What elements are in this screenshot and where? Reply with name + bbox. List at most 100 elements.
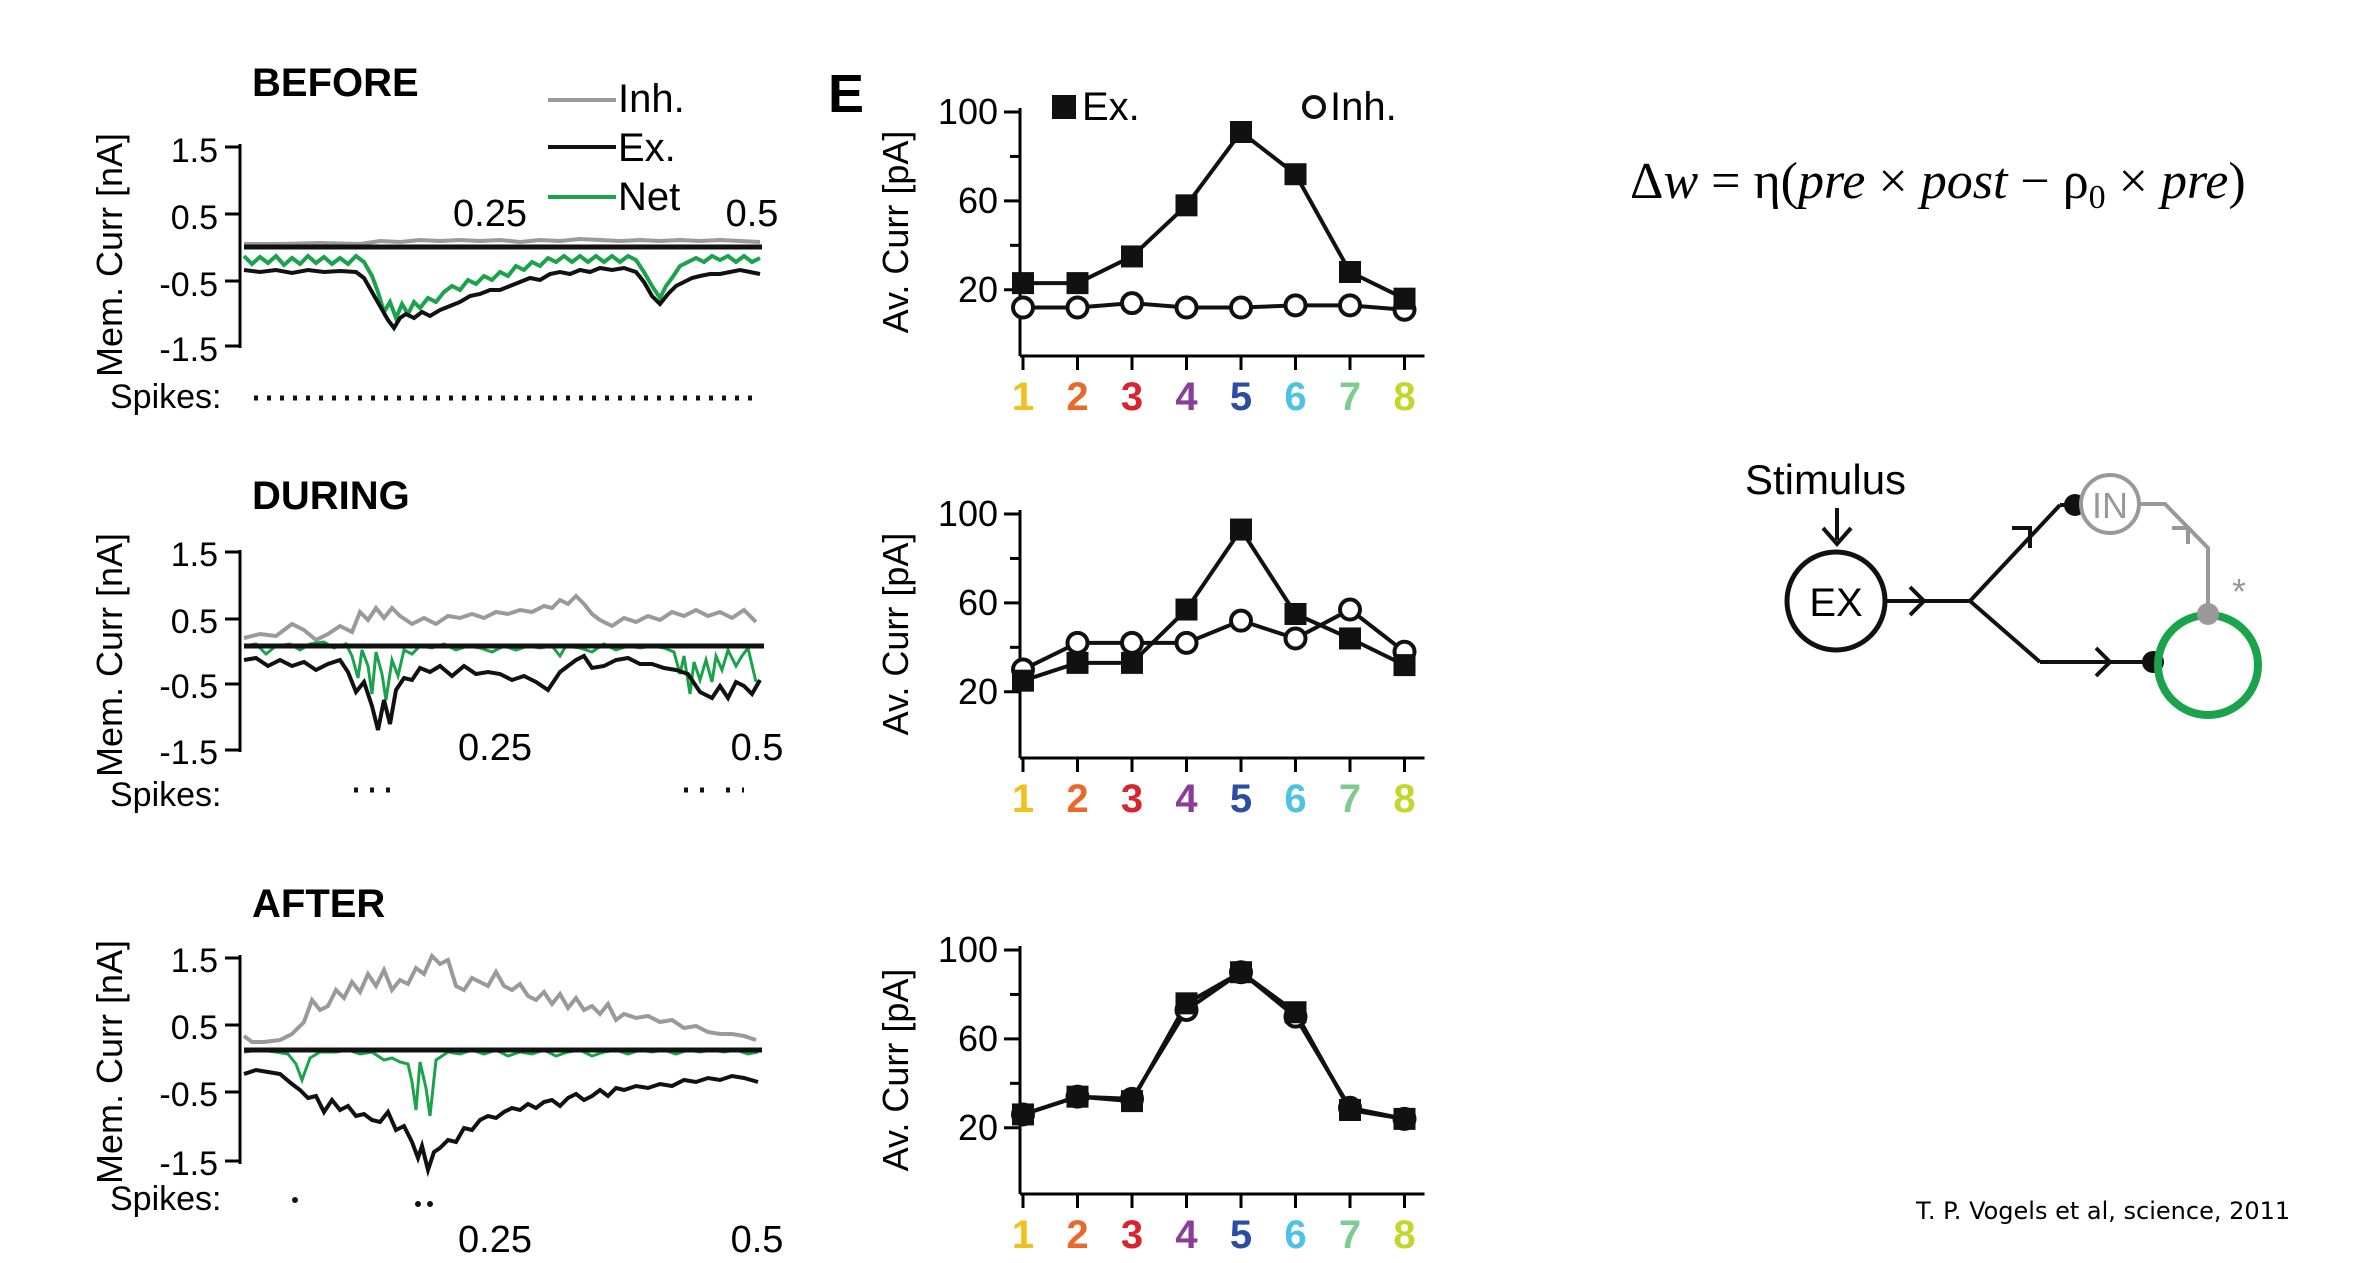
legend-ex-label: Ex.: [1082, 85, 1140, 129]
inh-data-point: [1174, 295, 1199, 320]
avg-y-label: Av. Curr [pA]: [875, 533, 916, 736]
legend-inh-label: Inh.: [1330, 85, 1397, 129]
in-axon: [2140, 502, 2210, 612]
trace-y-tick-label: 0.5: [171, 603, 218, 641]
legend-net-label: Net: [618, 175, 680, 219]
spikes-label: Spikes:: [110, 378, 222, 416]
trace-ex-line: [243, 653, 762, 731]
trace-inh-line: [242, 952, 757, 1044]
avg-y-tick-label: 20: [958, 269, 998, 310]
trace-y-tick-label: 0.5: [171, 1009, 218, 1047]
trace-y-tick-label: -1.5: [159, 331, 218, 369]
inh-data-point: [1338, 597, 1362, 622]
in-neuron: [2079, 473, 2141, 535]
trace-x-tick-label: 0.5: [731, 1219, 784, 1261]
avg-x-tick-label: 1: [1012, 777, 1034, 821]
ex-data-point: [1066, 1085, 1089, 1108]
inh-data-point: [1011, 295, 1035, 320]
branch-to-net: [1968, 599, 2042, 664]
avg-y-tick-label: 60: [958, 582, 998, 623]
avg-x-tick-label: 6: [1284, 777, 1306, 821]
avg-y-tick-label: 100: [938, 91, 998, 132]
trace-y-tick-label: 1.5: [171, 132, 218, 170]
equation: Δw = η(pre × post − ρ0 × pre): [1630, 153, 2246, 216]
avg-x-tick-label: 4: [1175, 375, 1198, 419]
trace-inh-line: [243, 593, 758, 643]
trace-ylabel: Mem. Curr [nA]: [89, 133, 130, 377]
avg-y-tick-label: 20: [958, 671, 998, 712]
ex-data-point: [1393, 287, 1416, 310]
legend-ex-marker: [1052, 95, 1076, 119]
avg-current-chart: 100 60 20 Av. Curr [pA] 1 2 3 4 5 6 7 8: [875, 493, 1425, 821]
avg-y-tick-label: 100: [938, 493, 998, 534]
avg-x-tick-label: 7: [1339, 1213, 1361, 1257]
branch-to-net-arrow: [2094, 646, 2113, 678]
stimulus-label: Stimulus: [1745, 456, 1906, 503]
trace-ylabel: Mem. Curr [nA]: [89, 533, 130, 777]
post-neuron: [2154, 611, 2262, 719]
avg-x-tick-label: 2: [1066, 1213, 1088, 1257]
branch-to-in-arrow: [2012, 526, 2032, 548]
ex-data-point: [1066, 651, 1089, 674]
ex-data-point: [1121, 1090, 1143, 1113]
circuit-diagram: Stimulus EX IN *: [1745, 456, 2262, 719]
avg-current-chart: 100 60 20 Av. Curr [pA] 1 2 3 4 5 6 7 8: [875, 929, 1425, 1257]
legend-inh-marker: [1302, 95, 1326, 119]
ex-data-point: [1230, 961, 1252, 984]
inh-data-point: [1120, 630, 1144, 655]
ex-data-point: [1284, 1001, 1307, 1024]
avg-x-tick-label: 2: [1066, 375, 1088, 419]
inh-data-point: [1065, 295, 1090, 320]
trace-panel-title: BEFORE: [252, 61, 419, 105]
in-neuron-label: IN: [2092, 485, 2128, 526]
avg-y-label: Av. Curr [pA]: [875, 131, 916, 334]
inh-data-point: [1283, 626, 1308, 651]
ex-neuron-label: EX: [1809, 581, 1862, 625]
avg-x-tick-label: 5: [1230, 777, 1252, 821]
panel-letter: E: [828, 64, 864, 124]
ex-data-point: [1012, 1103, 1034, 1126]
avg-y-tick-label: 60: [958, 180, 998, 221]
legend-inh-label: Inh.: [618, 77, 685, 121]
plastic-synapse-star: *: [2232, 571, 2246, 612]
trace-x-tick-label: 0.5: [731, 727, 784, 769]
trace-panel-title: AFTER: [252, 882, 385, 926]
ex-data-point: [1284, 603, 1307, 625]
avg-x-tick-label: 6: [1284, 375, 1306, 419]
ex-data-point: [1121, 245, 1143, 268]
avg-x-tick-label: 3: [1121, 777, 1143, 821]
ex-data-point: [1012, 272, 1034, 295]
trace-x-tick-label: 0.25: [458, 727, 532, 769]
avg-x-tick-label: 3: [1121, 375, 1143, 419]
inh-data-point: [1283, 293, 1308, 318]
ex-data-point: [1012, 669, 1034, 692]
ex-data-point: [1393, 1107, 1416, 1130]
ex-data-point: [1393, 654, 1416, 677]
trace-y-tick-label: -1.5: [159, 734, 218, 772]
avg-x-tick-label: 6: [1284, 1213, 1306, 1257]
trace-inh-line: [244, 236, 761, 247]
spike-dot: [427, 1201, 433, 1207]
in-axon-arrow: [2172, 526, 2190, 544]
trace-net-line: [242, 253, 761, 324]
inh-data-point: [1174, 630, 1199, 655]
trace-y-tick-label: -1.5: [159, 1145, 218, 1183]
inh-data-point: [1120, 291, 1144, 316]
avg-x-tick-label: 5: [1230, 1213, 1252, 1257]
trace-panel-before: BEFORE Mem. Curr [nA] 1.5 0.5 -0.5 -1.5 …: [89, 61, 778, 416]
trace-panel-during: DURING Mem. Curr [nA] 1.5 0.5 -0.5 -1.5 …: [89, 474, 783, 814]
trace-x-tick-label: 0.25: [453, 193, 527, 235]
ex-data-point: [1339, 261, 1361, 283]
trace-y-tick-label: -0.5: [159, 266, 218, 304]
trace-y-tick-label: 0.5: [171, 199, 218, 237]
trace-y-tick-label: -0.5: [159, 668, 218, 706]
avg-x-tick-label: 2: [1066, 777, 1088, 821]
trace-y-tick-label: 1.5: [171, 942, 218, 980]
ex-data-point: [1175, 992, 1198, 1015]
avg-x-tick-label: 1: [1012, 375, 1034, 419]
inh-data-point: [1229, 608, 1253, 633]
avg-x-tick-label: 8: [1393, 1213, 1415, 1257]
avg-x-tick-label: 5: [1230, 375, 1252, 419]
avg-x-tick-label: 4: [1175, 777, 1198, 821]
